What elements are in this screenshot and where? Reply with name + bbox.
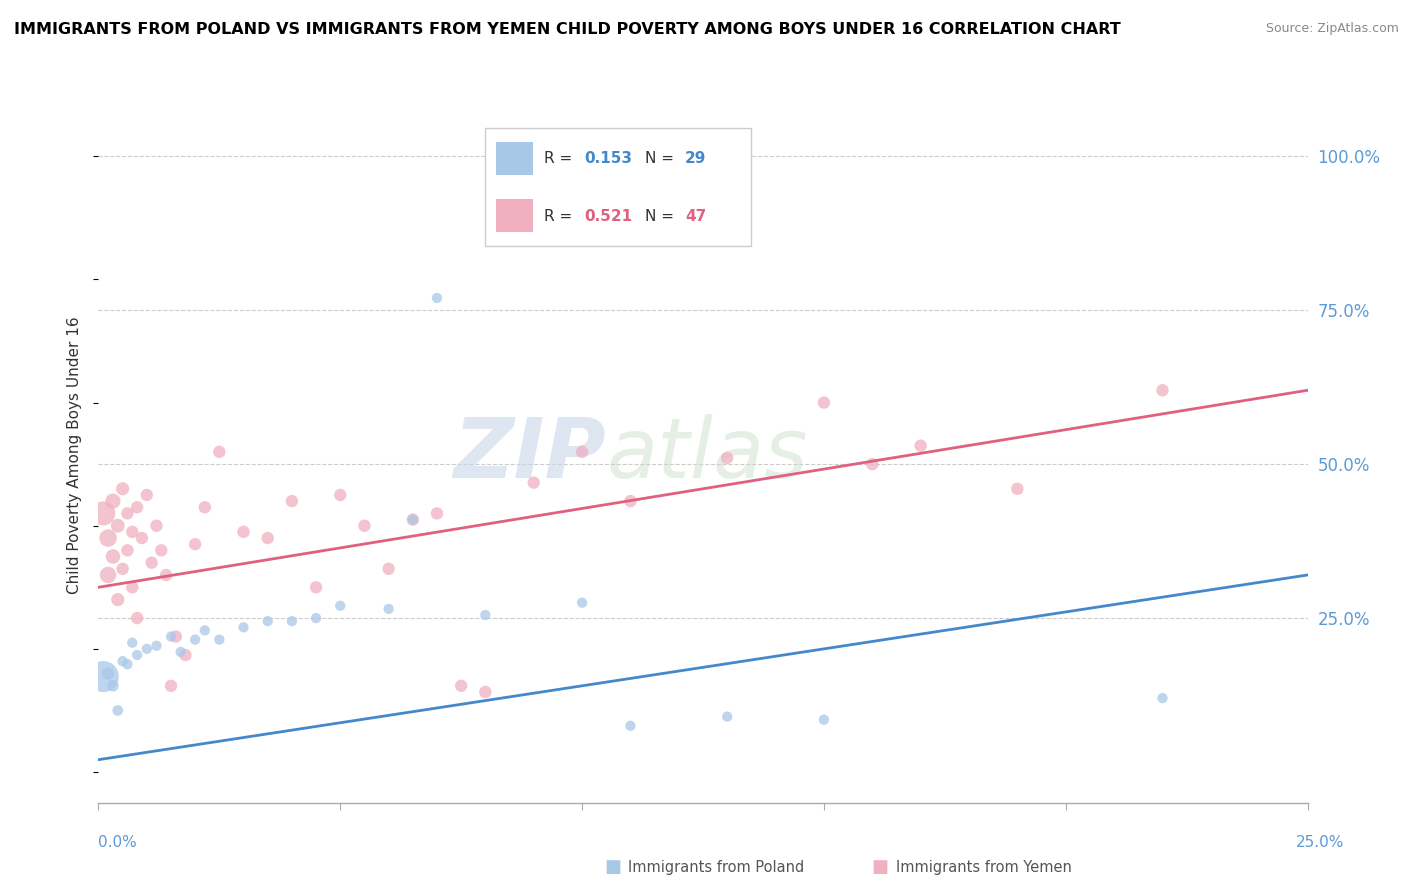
Point: [426, 291, 449, 305]
Text: Immigrants from Poland: Immigrants from Poland: [628, 860, 804, 874]
Point: [571, 596, 593, 610]
Point: [121, 524, 143, 539]
Point: [813, 713, 835, 727]
Point: [716, 709, 738, 723]
Point: [619, 719, 641, 733]
Point: [910, 439, 932, 453]
Point: [121, 636, 143, 650]
Point: [184, 537, 207, 551]
Point: [523, 475, 546, 490]
Point: [97, 568, 120, 582]
Point: [329, 599, 352, 613]
Point: [117, 657, 139, 672]
Point: [97, 666, 120, 681]
Point: [145, 518, 167, 533]
Text: Source: ZipAtlas.com: Source: ZipAtlas.com: [1265, 22, 1399, 36]
Point: [474, 685, 496, 699]
Point: [145, 639, 167, 653]
Point: [184, 632, 207, 647]
Point: [402, 512, 425, 526]
Point: [194, 500, 217, 515]
Point: [107, 703, 129, 717]
Point: [131, 531, 153, 545]
Point: [256, 531, 278, 545]
Point: [111, 654, 134, 668]
Point: [208, 445, 231, 459]
Point: [160, 630, 183, 644]
Point: [619, 494, 641, 508]
Point: [117, 543, 139, 558]
Point: [160, 679, 183, 693]
Point: [353, 518, 375, 533]
Point: [329, 488, 352, 502]
Point: [281, 614, 304, 628]
Point: [135, 488, 157, 502]
Text: Immigrants from Yemen: Immigrants from Yemen: [896, 860, 1071, 874]
Point: [194, 624, 217, 638]
Point: [860, 457, 883, 471]
Point: [232, 524, 254, 539]
Text: ■: ■: [605, 858, 621, 876]
Point: [377, 562, 399, 576]
Point: [232, 620, 254, 634]
Point: [127, 611, 149, 625]
Point: [101, 549, 124, 564]
Point: [716, 450, 738, 465]
Text: IMMIGRANTS FROM POLAND VS IMMIGRANTS FROM YEMEN CHILD POVERTY AMONG BOYS UNDER 1: IMMIGRANTS FROM POLAND VS IMMIGRANTS FRO…: [14, 22, 1121, 37]
Point: [426, 507, 449, 521]
Point: [127, 500, 149, 515]
Text: 0.0%: 0.0%: [98, 836, 138, 850]
Point: [571, 445, 593, 459]
Text: atlas: atlas: [606, 415, 808, 495]
Point: [813, 395, 835, 409]
Point: [91, 507, 114, 521]
Point: [1152, 691, 1174, 706]
Point: [111, 562, 134, 576]
Point: [91, 669, 114, 683]
Point: [111, 482, 134, 496]
Point: [169, 645, 191, 659]
Point: [155, 568, 177, 582]
Point: [121, 580, 143, 594]
Point: [107, 592, 129, 607]
Point: [377, 602, 399, 616]
Point: [165, 630, 187, 644]
Point: [127, 648, 149, 662]
Point: [305, 580, 328, 594]
Point: [135, 641, 157, 656]
Point: [402, 512, 425, 526]
Point: [474, 607, 496, 622]
Point: [174, 648, 197, 662]
Point: [256, 614, 278, 628]
Point: [305, 611, 328, 625]
Point: [150, 543, 173, 558]
Point: [117, 507, 139, 521]
Point: [450, 679, 472, 693]
Point: [97, 531, 120, 545]
Point: [1152, 384, 1174, 398]
Y-axis label: Child Poverty Among Boys Under 16: Child Poverty Among Boys Under 16: [67, 316, 83, 594]
Point: [141, 556, 163, 570]
Point: [208, 632, 231, 647]
Point: [101, 679, 124, 693]
Text: 25.0%: 25.0%: [1296, 836, 1344, 850]
Point: [281, 494, 304, 508]
Text: ■: ■: [872, 858, 889, 876]
Point: [101, 494, 124, 508]
Point: [107, 518, 129, 533]
Text: ZIP: ZIP: [454, 415, 606, 495]
Point: [1007, 482, 1029, 496]
